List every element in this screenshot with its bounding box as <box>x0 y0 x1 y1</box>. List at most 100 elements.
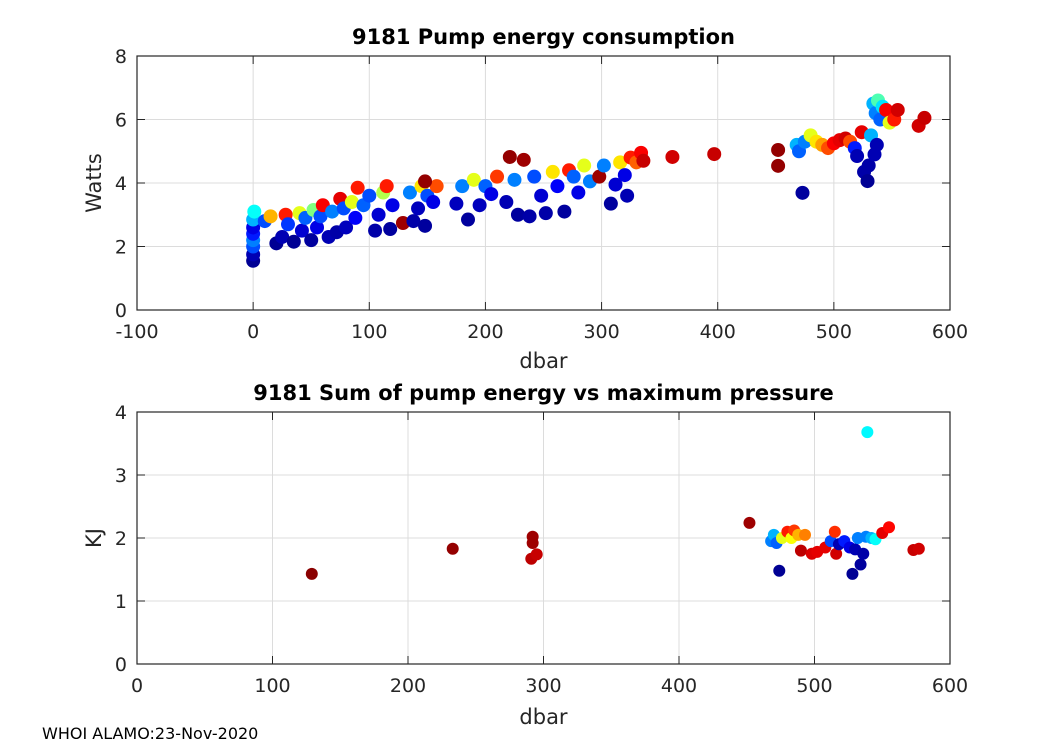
data-point <box>344 195 359 210</box>
data-point <box>446 542 459 555</box>
data-point <box>455 179 470 194</box>
data-point <box>795 185 810 200</box>
data-point <box>665 149 680 164</box>
data-point <box>490 169 505 184</box>
data-point <box>368 223 383 238</box>
data-point <box>383 222 398 237</box>
y-tick-label: 3 <box>115 465 127 487</box>
data-point <box>603 196 618 211</box>
data-point <box>890 102 905 117</box>
x-tick-label: 600 <box>932 675 968 697</box>
data-point <box>799 528 812 541</box>
data-point <box>286 234 301 249</box>
x-tick-label: 100 <box>351 321 387 343</box>
data-point <box>545 164 560 179</box>
data-point <box>571 185 586 200</box>
x-tick-label: 400 <box>661 675 697 697</box>
data-point <box>350 180 365 195</box>
y-tick-label: 1 <box>115 591 127 613</box>
data-point <box>313 209 328 224</box>
data-point <box>280 217 295 232</box>
x-axis-label: dbar <box>519 349 568 373</box>
axes-frame <box>136 55 951 311</box>
x-axis-label: dbar <box>519 705 568 729</box>
data-point <box>362 188 377 203</box>
axes-frame <box>136 411 951 665</box>
footer-credit: WHOI ALAMO:23-Nov-2020 <box>42 724 259 743</box>
data-point <box>527 169 542 184</box>
x-tick-label: 500 <box>816 321 852 343</box>
data-point <box>510 207 525 222</box>
data-point <box>550 179 565 194</box>
data-point <box>912 542 925 555</box>
chart-title: 9181 Pump energy consumption <box>352 25 735 49</box>
data-point <box>592 169 607 184</box>
data-point <box>426 195 441 210</box>
data-point <box>395 216 410 231</box>
data-point <box>743 516 756 529</box>
scatter-series <box>246 93 932 268</box>
data-point <box>385 198 400 213</box>
data-point <box>522 209 537 224</box>
data-point <box>830 547 843 560</box>
data-point <box>620 188 635 203</box>
x-tick-label: 400 <box>700 321 736 343</box>
data-point <box>530 548 543 561</box>
x-tick-label: 0 <box>247 321 259 343</box>
data-point <box>247 204 262 219</box>
data-point <box>305 567 318 580</box>
y-tick-label: 4 <box>115 173 127 195</box>
data-point <box>707 147 722 162</box>
data-point <box>310 220 325 235</box>
data-point <box>846 567 859 580</box>
data-point <box>794 544 807 557</box>
data-point <box>348 210 363 225</box>
data-point <box>608 177 623 192</box>
data-point <box>429 179 444 194</box>
y-tick-label: 0 <box>115 654 127 676</box>
data-point <box>418 218 433 233</box>
data-point <box>526 537 539 550</box>
data-point <box>857 547 870 560</box>
data-point <box>773 564 786 577</box>
data-point <box>850 149 865 164</box>
data-point <box>617 168 632 183</box>
y-tick-label: 0 <box>115 300 127 322</box>
data-point <box>449 196 464 211</box>
x-tick-label: 200 <box>390 675 426 697</box>
data-point <box>406 214 421 229</box>
y-tick-label: 8 <box>115 46 127 68</box>
data-point <box>461 212 476 227</box>
data-point <box>304 233 319 248</box>
data-point <box>502 149 517 164</box>
data-point <box>771 142 786 157</box>
data-point <box>534 188 549 203</box>
data-point <box>566 169 581 184</box>
data-point <box>275 229 290 244</box>
x-tick-label: 500 <box>796 675 832 697</box>
data-point <box>379 179 394 194</box>
x-tick-label: 0 <box>131 675 143 697</box>
y-tick-label: 6 <box>115 110 127 132</box>
data-point <box>577 158 592 173</box>
data-point <box>557 204 572 219</box>
data-point <box>861 426 874 439</box>
y-axis-label: Watts <box>82 153 106 213</box>
data-point <box>917 110 932 125</box>
scatter-series <box>305 426 925 580</box>
x-tick-label: 600 <box>932 321 968 343</box>
x-tick-label: 300 <box>525 675 561 697</box>
y-tick-label: 4 <box>115 402 127 424</box>
data-point <box>294 223 309 238</box>
y-tick-label: 2 <box>115 237 127 259</box>
x-tick-label: 300 <box>583 321 619 343</box>
data-point <box>596 158 611 173</box>
energy-sum-axes: 0 100 200 300 400 500 600 0 1 2 3 4 9181 Sum of pump… <box>82 381 968 729</box>
data-point <box>402 185 417 200</box>
data-point <box>883 521 896 534</box>
data-point <box>613 155 628 170</box>
data-point <box>472 198 487 213</box>
data-point <box>484 187 499 202</box>
